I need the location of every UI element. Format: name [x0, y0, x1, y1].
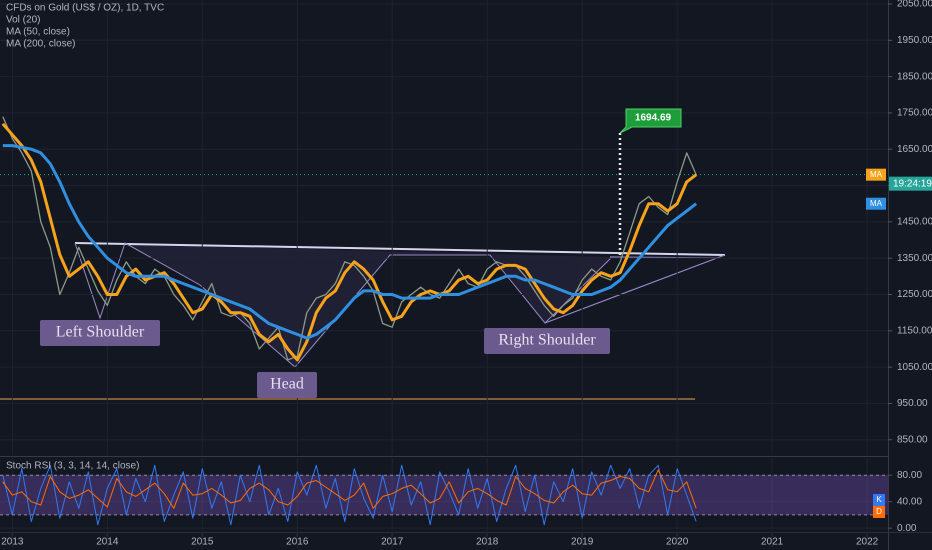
pattern-label-box — [257, 372, 317, 398]
price-line — [2, 116, 697, 361]
y-tick-label: 1850.00 — [897, 71, 932, 82]
series-badge-box — [873, 506, 885, 518]
ma-badge: MA — [870, 199, 883, 208]
ma-badge-box — [866, 197, 886, 210]
pattern-label-text: Head — [270, 376, 304, 393]
y-tick-label: 1350.00 — [897, 253, 932, 264]
series-badge: D — [876, 507, 882, 516]
trend-line — [544, 254, 726, 324]
y-tick-label: 1250.00 — [897, 289, 932, 300]
y-tick-label: 2050.00 — [897, 0, 932, 10]
y-tick-label: 950.00 — [897, 398, 928, 409]
volume-label: Vol (20) — [6, 15, 40, 26]
y-tick-label: 1950.00 — [897, 35, 932, 46]
series-line — [2, 464, 697, 526]
y-tick-label: 80.00 — [897, 470, 922, 481]
legend-entry: MA (50, close) — [6, 27, 70, 38]
y-tick-label: 40.00 — [897, 496, 922, 507]
pattern-label-text: Right Shoulder — [498, 332, 596, 349]
chart-title: CFDs on Gold (US$ / OZ), 1D, TVC — [6, 3, 164, 14]
pattern-label: Right Shoulder — [484, 328, 610, 354]
y-tick-label: 1450.00 — [897, 217, 932, 228]
neckline — [74, 242, 726, 256]
pattern-fill — [75, 243, 612, 367]
series-badge-box — [873, 494, 885, 506]
series-line — [2, 469, 697, 509]
series-badge: K — [876, 495, 882, 504]
y-tick-label: 0.00 — [897, 523, 917, 534]
ma-badge: MA — [870, 170, 883, 179]
pattern-label: Left Shoulder — [40, 320, 160, 346]
pattern-label-text: Left Shoulder — [56, 324, 145, 341]
y-tick-label: 1150.00 — [897, 325, 932, 336]
target-box — [619, 108, 682, 134]
pattern-label-box — [40, 320, 160, 346]
y-tick-label: 1050.00 — [897, 362, 932, 373]
countdown-box — [889, 176, 932, 191]
legend-entry: MA (200, close) — [6, 39, 75, 50]
series-line — [2, 144, 698, 340]
countdown: 19:24:19 — [893, 178, 932, 189]
y-tick-label: 1650.00 — [897, 144, 932, 155]
ma-badge-box — [866, 168, 886, 181]
target-label: 1694.69 — [635, 113, 672, 124]
y-tick-label: 850.00 — [897, 434, 928, 445]
chart-title: Stoch RSI (3, 3, 14, 14, close) — [6, 461, 139, 472]
pattern-label: Head — [257, 372, 317, 398]
y-tick-label: 1750.00 — [897, 108, 932, 119]
pattern-label-box — [484, 328, 610, 354]
grid — [0, 0, 888, 455]
